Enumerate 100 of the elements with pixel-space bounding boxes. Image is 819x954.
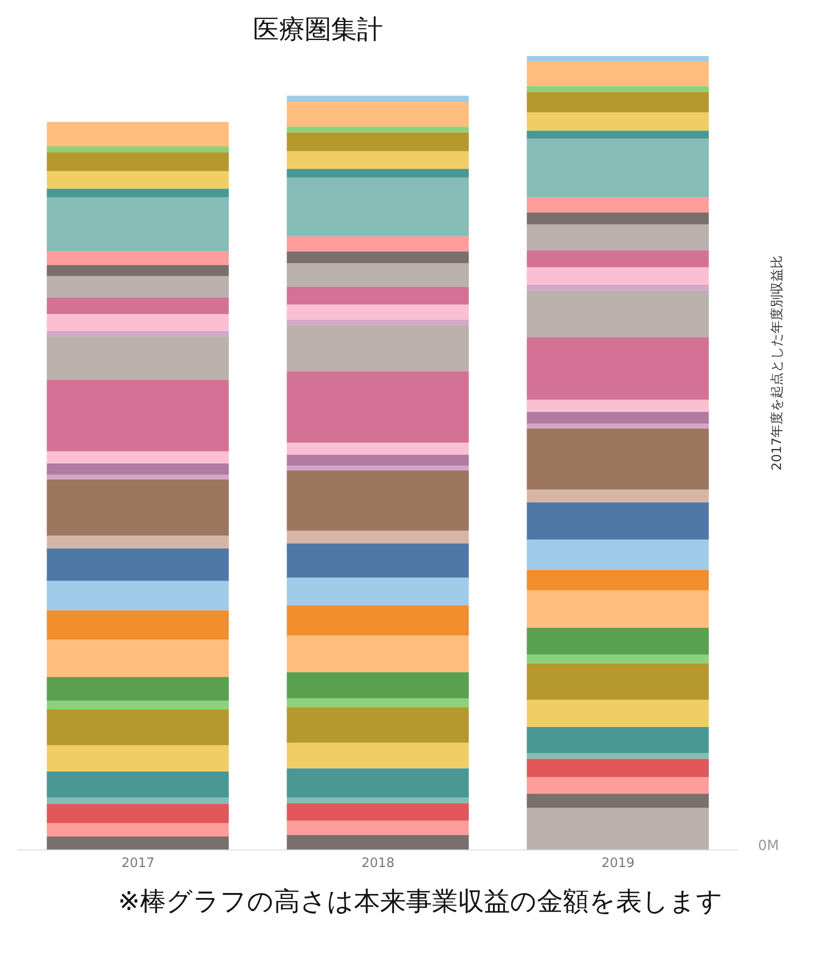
bar (526, 794, 709, 808)
bar (46, 479, 229, 536)
bar (286, 742, 469, 768)
bar (526, 400, 709, 412)
bar (286, 263, 469, 288)
bar (286, 803, 469, 821)
bar (46, 640, 229, 677)
bar (286, 578, 469, 606)
bar (526, 56, 709, 62)
bar (46, 297, 229, 314)
bar (46, 171, 229, 189)
bar (46, 548, 229, 581)
bar (46, 700, 229, 710)
bar (526, 758, 709, 777)
bar (286, 470, 469, 531)
bar (526, 224, 709, 251)
bar (286, 672, 469, 698)
bar (46, 314, 229, 331)
bar (46, 474, 229, 480)
bar (46, 580, 229, 610)
bar (526, 663, 709, 700)
bar (526, 700, 709, 727)
bar (46, 122, 229, 147)
bar (286, 544, 469, 578)
bar (526, 776, 709, 794)
bar (286, 636, 469, 672)
bar (526, 726, 709, 754)
bar (526, 570, 709, 590)
bar (526, 62, 709, 86)
x-tick-label: 2019 (601, 856, 635, 872)
x-tick-label: 2018 (361, 856, 395, 872)
text: 0M (758, 838, 779, 854)
bar (46, 380, 229, 452)
bar (526, 428, 709, 490)
bar (286, 151, 469, 169)
bar (526, 424, 709, 428)
bar (526, 490, 709, 502)
bar (526, 337, 709, 400)
bar (46, 152, 229, 172)
bar (526, 654, 709, 664)
bar (526, 250, 709, 268)
bar (526, 808, 709, 850)
bar (286, 251, 469, 264)
bar (526, 86, 709, 92)
bar (286, 530, 469, 544)
bar (526, 112, 709, 131)
bar (526, 138, 709, 198)
bar (526, 284, 709, 290)
bar (46, 536, 229, 548)
bar (286, 454, 469, 466)
bar (46, 188, 229, 198)
bar (46, 463, 229, 474)
bar (286, 177, 469, 236)
bar (286, 304, 469, 320)
bar (286, 325, 469, 372)
bar (526, 130, 709, 139)
bar (526, 92, 709, 112)
y2-axis-title: 2017年度を起点とした年度別収益比 (769, 255, 786, 471)
bar (46, 451, 229, 464)
bar (286, 442, 469, 455)
bar (46, 336, 229, 380)
bar (46, 745, 229, 772)
bar (46, 709, 229, 746)
bar (46, 676, 229, 701)
bar (286, 102, 469, 127)
bar (46, 330, 229, 336)
bar (286, 126, 469, 132)
bar (286, 371, 469, 443)
bar (526, 540, 709, 570)
bar (46, 798, 229, 804)
bar (286, 605, 469, 636)
bar (286, 287, 469, 305)
bar (286, 798, 469, 804)
bar (526, 590, 709, 628)
bar (46, 836, 229, 850)
bar (286, 168, 469, 178)
bar (46, 771, 229, 798)
bar (286, 820, 469, 835)
bar (526, 290, 709, 338)
bar (286, 698, 469, 708)
x-tick-label: 2017 (121, 856, 155, 872)
bar (526, 197, 709, 212)
bar (286, 768, 469, 798)
bar (46, 264, 229, 276)
bar (526, 212, 709, 224)
bar (286, 466, 469, 470)
bar (526, 267, 709, 285)
bar (46, 276, 229, 298)
bar (286, 320, 469, 326)
bar (526, 412, 709, 424)
bar (46, 197, 229, 252)
bar (46, 251, 229, 265)
bar (286, 96, 469, 102)
bar (46, 146, 229, 152)
bar (46, 610, 229, 640)
bar (46, 804, 229, 824)
chart-title: 医療圏集計 (253, 14, 383, 47)
bar (286, 834, 469, 850)
text: ※棒グラフの高さは本来事業収益の金額を表します (118, 886, 724, 919)
bar (286, 132, 469, 152)
